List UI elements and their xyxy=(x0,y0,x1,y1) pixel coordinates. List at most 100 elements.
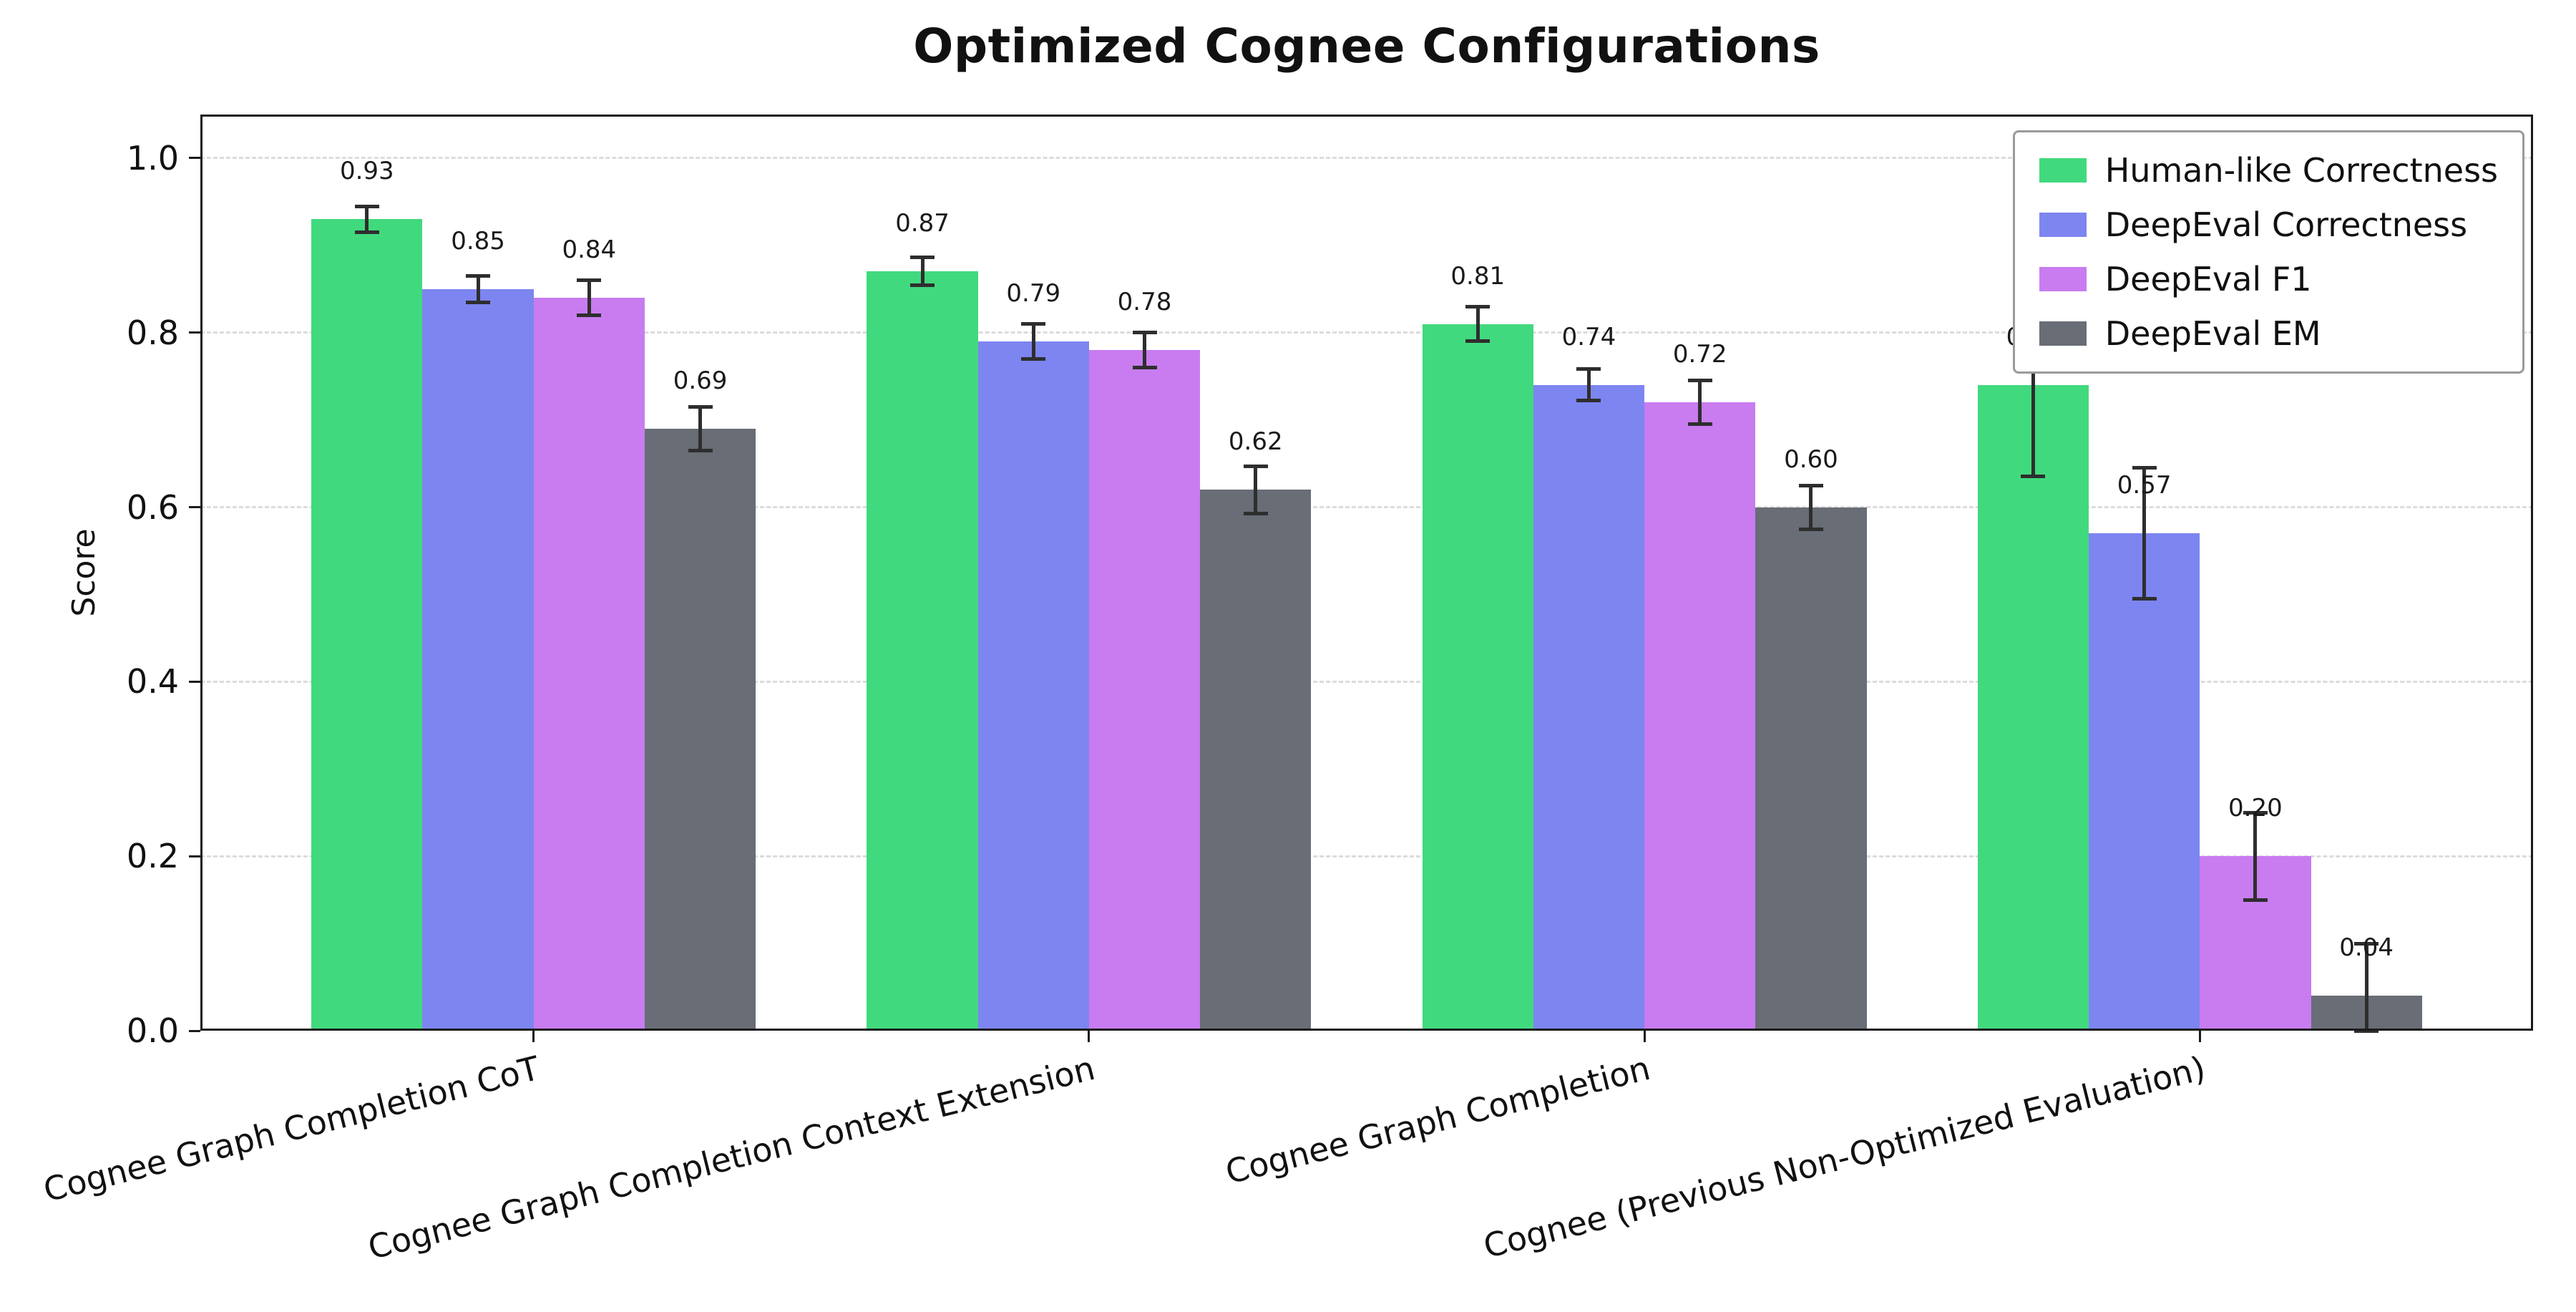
error-bar-cap-bottom xyxy=(1576,399,1601,403)
gridline xyxy=(200,157,2533,160)
error-bar-line xyxy=(1143,332,1147,368)
x-tick-mark xyxy=(532,1031,535,1042)
y-tick-mark xyxy=(189,855,200,857)
error-bar-line xyxy=(365,206,369,233)
error-bar-line xyxy=(1698,380,1702,424)
error-bar-cap-top xyxy=(910,256,935,260)
bar-value-label: 0.72 xyxy=(1672,340,1727,369)
error-bar-cap-top xyxy=(1465,304,1491,308)
bar xyxy=(1088,350,1201,1031)
y-tick-mark xyxy=(189,157,200,160)
legend-label: DeepEval Correctness xyxy=(2104,205,2468,244)
error-bar-cap-top xyxy=(1576,367,1601,371)
bar-value-label: 0.85 xyxy=(451,226,505,256)
bar-value-label: 0.20 xyxy=(2228,794,2283,823)
bar xyxy=(533,298,645,1031)
bar-value-label: 0.69 xyxy=(673,366,728,395)
error-bar-cap-top xyxy=(354,204,379,208)
bar-value-label: 0.04 xyxy=(2339,933,2394,963)
error-bar-cap-bottom xyxy=(2021,475,2046,479)
legend: Human-like Correctness DeepEval Correctne… xyxy=(2012,130,2524,374)
legend-swatch xyxy=(2039,213,2087,237)
error-bar-cap-top xyxy=(2132,466,2157,470)
bar xyxy=(1644,402,1756,1031)
gridline xyxy=(200,680,2533,683)
error-bar-cap-top xyxy=(2243,810,2268,815)
error-bar-cap-bottom xyxy=(688,448,713,452)
x-tick-mark xyxy=(2198,1031,2201,1042)
bar-value-label: 0.84 xyxy=(562,235,617,264)
error-bar-line xyxy=(476,276,480,303)
bar-value-label: 0.93 xyxy=(339,157,394,186)
error-bar-line xyxy=(1475,306,1480,341)
error-bar-line xyxy=(1031,324,1035,359)
gridline xyxy=(200,506,2533,509)
error-bar-cap-bottom xyxy=(354,230,379,235)
error-bar-line xyxy=(920,257,924,286)
error-bar-cap-bottom xyxy=(1132,366,1157,370)
legend-swatch xyxy=(2039,267,2087,291)
bar xyxy=(2089,533,2200,1031)
error-bar-line xyxy=(2142,467,2147,599)
error-bar-cap-bottom xyxy=(1465,339,1491,344)
bar xyxy=(1977,384,2089,1031)
error-bar-cap-bottom xyxy=(1243,511,1268,515)
bar xyxy=(422,288,534,1031)
error-bar-cap-bottom xyxy=(1021,356,1046,361)
x-tick-label: Cognee Graph Completion xyxy=(1221,1048,1654,1192)
error-bar-cap-top xyxy=(688,404,713,409)
error-bar-cap-top xyxy=(1798,483,1823,487)
y-tick-label: 0.8 xyxy=(126,313,179,352)
x-tick-label: Cognee (Previous Non-Optimized Evaluatio… xyxy=(1480,1048,2210,1266)
y-tick-label: 0.4 xyxy=(126,662,179,701)
legend-label: Human-like Correctness xyxy=(2104,151,2498,190)
error-bar-cap-bottom xyxy=(466,300,491,304)
bar-value-label: 0.87 xyxy=(895,209,950,238)
error-bar-cap-bottom xyxy=(2354,1029,2379,1033)
error-bar-line xyxy=(2364,943,2368,1031)
legend-entry: Human-like Correctness xyxy=(2039,151,2498,190)
y-tick-mark xyxy=(189,506,200,509)
error-bar-cap-bottom xyxy=(2132,597,2157,601)
y-tick-label: 0.2 xyxy=(126,837,179,876)
chart-title: Optimized Cognee Configurations xyxy=(913,19,1820,74)
error-bar-line xyxy=(587,280,591,316)
error-bar-cap-bottom xyxy=(577,313,602,317)
legend-entry: DeepEval EM xyxy=(2039,314,2498,353)
gridline xyxy=(200,331,2533,334)
bar-value-label: 0.60 xyxy=(1784,444,1838,474)
y-tick-mark xyxy=(189,1029,200,1032)
bar xyxy=(1533,384,1645,1031)
bar xyxy=(644,428,756,1031)
bar xyxy=(311,219,423,1031)
bar xyxy=(1755,507,1867,1031)
y-tick-label: 0.0 xyxy=(126,1011,179,1050)
legend-swatch xyxy=(2039,321,2087,346)
legend-swatch xyxy=(2039,158,2087,183)
y-tick-label: 1.0 xyxy=(126,138,179,178)
error-bar-line xyxy=(2253,812,2258,900)
bar-value-label: 0.74 xyxy=(1561,322,1616,351)
y-tick-label: 0.6 xyxy=(126,487,179,527)
bar xyxy=(977,341,1089,1031)
bar-value-label: 0.57 xyxy=(2117,471,2172,500)
error-bar-cap-bottom xyxy=(2243,898,2268,902)
error-bar-cap-top xyxy=(2354,941,2379,946)
x-tick-mark xyxy=(1643,1031,1646,1042)
error-bar-cap-top xyxy=(1243,464,1268,468)
error-bar-cap-top xyxy=(1021,322,1046,326)
error-bar-line xyxy=(698,407,703,451)
error-bar-line xyxy=(2031,293,2035,477)
bar-value-label: 0.62 xyxy=(1228,427,1283,457)
error-bar-cap-top xyxy=(466,274,491,278)
bar xyxy=(1200,490,1312,1031)
bar-value-label: 0.78 xyxy=(1117,288,1172,317)
legend-label: DeepEval F1 xyxy=(2104,260,2312,298)
error-bar-cap-top xyxy=(1132,331,1157,335)
error-bar-line xyxy=(1586,369,1591,401)
legend-label: DeepEval EM xyxy=(2104,314,2321,353)
x-tick-mark xyxy=(1088,1031,1091,1042)
gridline xyxy=(200,855,2533,857)
bar-value-label: 0.79 xyxy=(1006,278,1061,308)
